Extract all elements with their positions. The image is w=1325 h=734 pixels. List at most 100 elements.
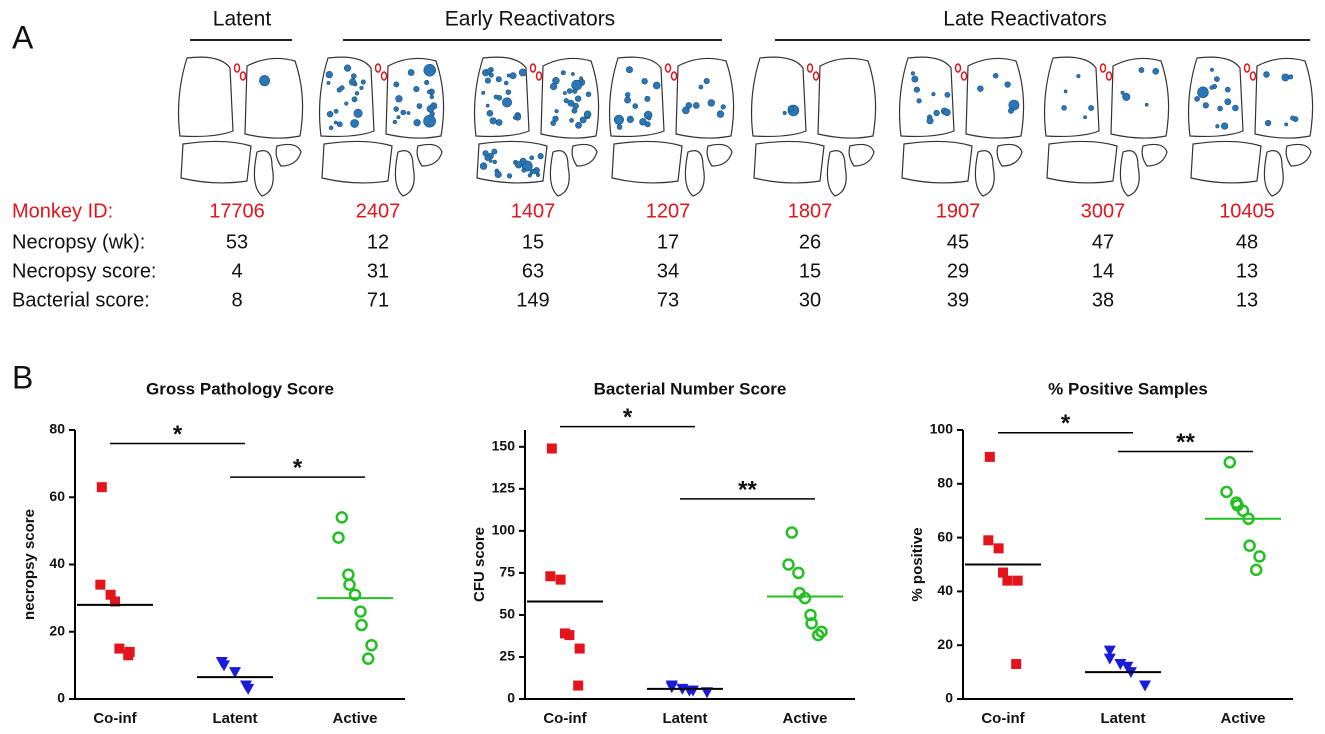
data-point [342, 568, 355, 581]
lesion [1122, 92, 1131, 101]
lesion [560, 70, 566, 76]
data-point [218, 660, 230, 672]
lesion [572, 88, 578, 94]
lesion [495, 119, 503, 126]
row-value: 13 [1236, 289, 1258, 311]
data-point [110, 596, 120, 607]
row-value: 38 [1092, 289, 1114, 311]
lesion [424, 79, 430, 86]
data-point [1002, 575, 1013, 586]
data-point [361, 652, 375, 665]
data-point [1011, 659, 1022, 670]
lesion [1232, 104, 1239, 112]
lesion [339, 85, 345, 91]
y-axis-label: % positive [909, 527, 926, 601]
lesion [333, 120, 338, 125]
row-value: 47 [1092, 231, 1114, 253]
lesion [1214, 76, 1220, 82]
lesion [529, 155, 535, 161]
lesion [400, 109, 407, 116]
y-axis-label: CFU score [471, 527, 488, 602]
row-value: 48 [1236, 231, 1258, 253]
data-point [574, 643, 585, 654]
lymph-node [812, 71, 820, 81]
lesion [506, 173, 513, 179]
lesion [1288, 74, 1294, 80]
lesion [1008, 99, 1020, 111]
lesion [343, 64, 352, 72]
lesion [406, 111, 411, 115]
chart-title: % Positive Samples [1048, 379, 1208, 398]
lesion [569, 118, 574, 123]
lesion [647, 116, 652, 121]
lesion [933, 109, 940, 117]
lymph-node [1243, 63, 1251, 73]
lesion [492, 159, 497, 165]
lesion [641, 78, 648, 85]
lesion [716, 110, 725, 118]
data-point [1103, 645, 1116, 657]
y-tick-label: 80 [937, 475, 953, 491]
data-point [1249, 563, 1263, 577]
lesion [481, 90, 486, 95]
lesion [396, 115, 401, 120]
data-point [984, 451, 995, 462]
lung-diagram [177, 56, 304, 197]
lesion [1063, 89, 1068, 94]
lesion [1209, 85, 1214, 90]
lesion [484, 77, 491, 84]
y-tick-label: 50 [499, 606, 515, 622]
y-tick-label: 100 [492, 522, 516, 538]
x-tick-label: Latent [663, 710, 708, 727]
row-value: 1907 [936, 200, 981, 222]
lesion [495, 76, 502, 83]
row-value: 63 [522, 260, 544, 282]
lesion [392, 119, 398, 125]
lesion [1144, 102, 1149, 107]
lesion [639, 118, 647, 126]
lesion [494, 170, 502, 179]
lesion [911, 75, 919, 83]
row-value: 15 [522, 231, 544, 253]
lesion [652, 81, 661, 90]
lesion [1290, 115, 1296, 121]
lesion [485, 103, 490, 108]
lesion [931, 92, 936, 97]
y-tick-label: 125 [492, 480, 516, 496]
lesion [521, 167, 527, 173]
data-point [354, 605, 367, 618]
lymph-node [806, 63, 814, 73]
lung-diagram [898, 56, 1025, 197]
lesion [624, 96, 631, 104]
data-point [665, 682, 678, 694]
lesion [509, 72, 517, 80]
lesion [552, 77, 560, 85]
lesion [1217, 105, 1223, 112]
lesion [333, 108, 339, 114]
row-label: Necropsy (wk): [12, 231, 145, 253]
row-value: 2407 [356, 200, 401, 222]
lesion [698, 84, 704, 90]
y-axis-label: necropsy score [21, 509, 38, 620]
x-tick-label: Co-inf [93, 710, 137, 727]
lesion [552, 115, 559, 122]
lesion [682, 106, 690, 115]
data-point [1139, 680, 1151, 692]
lesion [413, 119, 421, 127]
lesion [910, 71, 915, 76]
lesion [787, 105, 794, 112]
panel-label: A [12, 19, 34, 55]
row-value: 30 [799, 289, 821, 311]
data-point [998, 567, 1008, 578]
lesion [416, 103, 423, 109]
row-value: 8 [231, 289, 242, 311]
lesion [353, 108, 363, 118]
lesion [426, 105, 435, 113]
data-point [993, 543, 1004, 554]
data-point [335, 511, 349, 524]
lesion [992, 72, 999, 79]
lesion [1202, 102, 1209, 109]
data-point [242, 683, 255, 695]
lesion [535, 172, 541, 177]
data-point [1253, 550, 1266, 563]
